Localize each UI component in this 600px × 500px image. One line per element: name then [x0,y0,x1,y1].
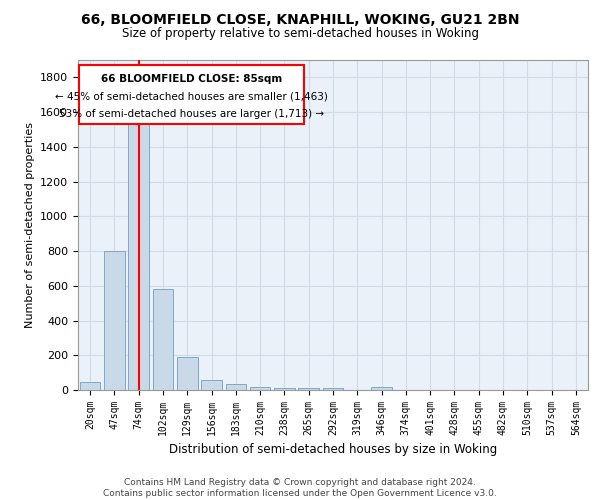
Bar [80,382,100,390]
Text: ← 45% of semi-detached houses are smaller (1,463): ← 45% of semi-detached houses are smalle… [55,92,328,102]
Bar [250,387,271,390]
Text: Size of property relative to semi-detached houses in Woking: Size of property relative to semi-detach… [121,28,479,40]
Y-axis label: Number of semi-detached properties: Number of semi-detached properties [25,122,35,328]
Bar [298,388,319,390]
Bar [201,380,222,390]
Bar [371,387,392,390]
Bar [323,388,343,390]
Text: 66, BLOOMFIELD CLOSE, KNAPHILL, WOKING, GU21 2BN: 66, BLOOMFIELD CLOSE, KNAPHILL, WOKING, … [81,12,519,26]
Bar [128,98,149,390]
FancyBboxPatch shape [79,65,304,124]
Bar [177,357,197,390]
Text: Contains HM Land Registry data © Crown copyright and database right 2024.
Contai: Contains HM Land Registry data © Crown c… [103,478,497,498]
Bar [274,388,295,390]
Bar [226,384,246,390]
Text: 53% of semi-detached houses are larger (1,713) →: 53% of semi-detached houses are larger (… [59,108,324,118]
Bar [104,251,125,390]
Bar [152,290,173,390]
X-axis label: Distribution of semi-detached houses by size in Woking: Distribution of semi-detached houses by … [169,444,497,456]
Text: 66 BLOOMFIELD CLOSE: 85sqm: 66 BLOOMFIELD CLOSE: 85sqm [101,74,282,84]
